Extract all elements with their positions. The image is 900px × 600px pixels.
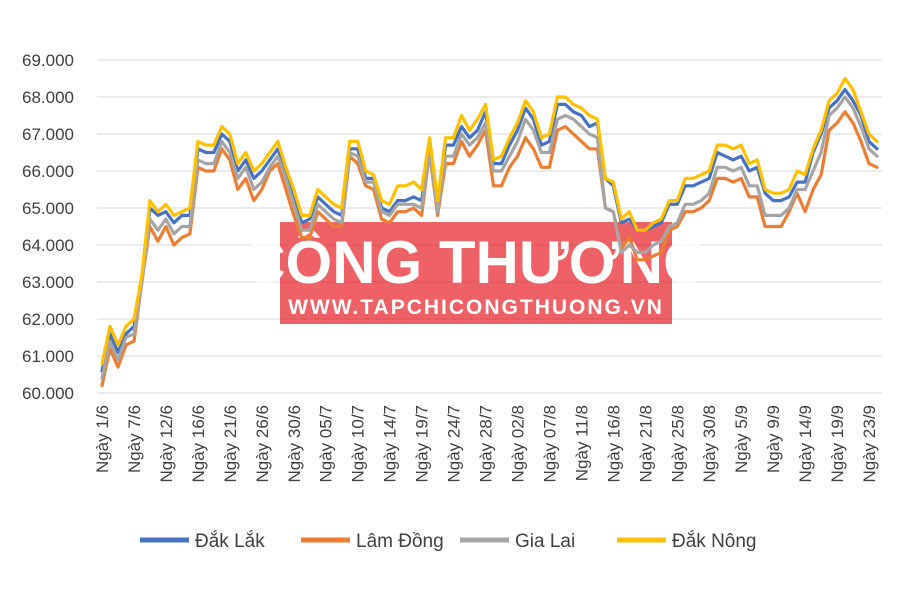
legend: Đắk Lắk Lâm Đồng Gia Lai Đắk Nông xyxy=(140,530,757,552)
x-tick-label: Ngày 07/8 xyxy=(540,405,559,483)
x-tick-label: Ngày 5/9 xyxy=(732,405,751,473)
watermark: CÔNG THƯƠNG WWW.TAPCHICONGTHUONG.VN xyxy=(242,222,710,324)
y-tick-label: 64.000 xyxy=(22,236,74,255)
x-tick-label: Ngày 05/7 xyxy=(317,405,336,483)
x-tick-label: Ngày 16/8 xyxy=(604,405,623,483)
x-tick-label: Ngày 7/6 xyxy=(125,405,144,473)
x-tick-label: Ngày 14/7 xyxy=(381,405,400,483)
x-tick-label: Ngày 12/6 xyxy=(157,405,176,483)
x-tick-label: Ngày 02/8 xyxy=(508,405,527,483)
watermark-url: WWW.TAPCHICONGTHUONG.VN xyxy=(288,296,664,319)
y-tick-label: 60.000 xyxy=(22,384,74,403)
x-tick-label: Ngày 9/9 xyxy=(764,405,783,473)
x-tick-label: Ngày 23/9 xyxy=(860,405,879,483)
series-line-3 xyxy=(100,95,879,380)
watermark-title: CÔNG THƯƠNG xyxy=(242,229,710,296)
y-tick-label: 61.000 xyxy=(22,347,74,366)
y-tick-label: 67.000 xyxy=(22,125,74,144)
x-tick-label: Ngày 11/8 xyxy=(572,405,591,481)
series-line-4 xyxy=(100,76,879,365)
x-tick-label: Ngày 30/8 xyxy=(700,405,719,483)
series-line-2 xyxy=(100,110,879,388)
x-tick-label: Ngày 1/6 xyxy=(93,405,112,473)
x-tick-label: Ngày 10/7 xyxy=(349,405,368,483)
y-axis-ticks: 60.000 61.000 62.000 63.000 64.000 65.000 66.0… xyxy=(22,51,74,403)
x-tick-label: Ngày 24/7 xyxy=(445,405,464,483)
y-tick-label: 69.000 xyxy=(22,51,74,70)
x-tick-label: Ngày 26/6 xyxy=(253,405,272,483)
x-tick-label: Ngày 28/7 xyxy=(477,405,496,483)
y-tick-label: 65.000 xyxy=(22,199,74,218)
watermark-background xyxy=(280,222,672,324)
x-tick-label: Ngày 30/6 xyxy=(285,405,304,483)
legend-label: Đắk Lắk xyxy=(195,530,265,552)
y-tick-label: 66.000 xyxy=(22,162,74,181)
series-lines xyxy=(100,76,879,388)
legend-label: Đắk Nông xyxy=(672,530,757,552)
x-tick-label: Ngày 16/6 xyxy=(189,405,208,483)
legend-label: Lâm Đồng xyxy=(356,531,444,552)
x-tick-label: Ngày 21/6 xyxy=(221,405,240,483)
x-tick-label: Ngày 19/7 xyxy=(413,405,432,483)
y-tick-label: 62.000 xyxy=(22,310,74,329)
y-tick-label: 68.000 xyxy=(22,88,74,107)
x-tick-label: Ngày 14/9 xyxy=(796,405,815,483)
x-axis-ticks: Ngày 1/6 Ngày 7/6 Ngày 12/6 Ngày 16/6 Ngày 2… xyxy=(93,405,879,483)
y-tick-label: 63.000 xyxy=(22,273,74,292)
x-tick-label: Ngày 25/8 xyxy=(668,405,687,483)
legend-label: Gia Lai xyxy=(515,531,575,552)
x-tick-label: Ngày 19/9 xyxy=(828,405,847,483)
x-tick-label: Ngày 21/8 xyxy=(636,405,655,483)
